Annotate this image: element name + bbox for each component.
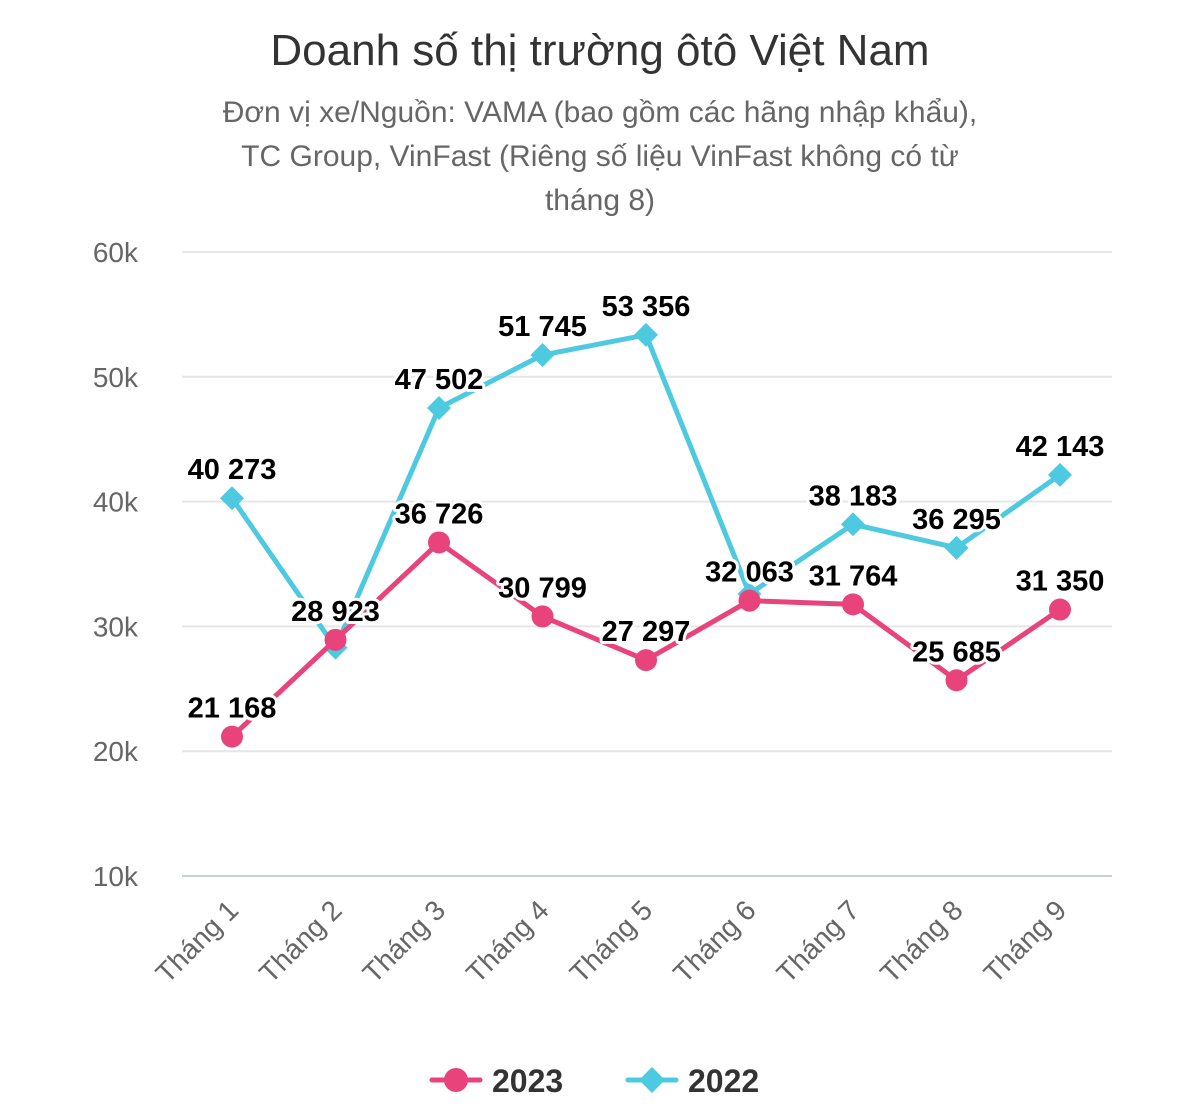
x-axis: Tháng 1 Tháng 2 Tháng 3 Tháng 4 Tháng 5 Tháng… bbox=[150, 894, 1073, 989]
chart-subtitle-line-2: TC Group, VinFast (Riêng số liệu VinFast… bbox=[241, 140, 959, 173]
data-label: 51 745 bbox=[498, 311, 587, 343]
x-tick-label: Tháng 2 bbox=[253, 894, 348, 989]
data-label: 38 183 bbox=[809, 480, 898, 512]
x-tick-label: Tháng 9 bbox=[978, 894, 1073, 989]
data-label: 53 356 bbox=[602, 291, 691, 323]
series-layer bbox=[220, 322, 1072, 748]
data-point[interactable] bbox=[324, 628, 347, 651]
data-point[interactable] bbox=[221, 725, 243, 748]
data-point[interactable] bbox=[1049, 598, 1071, 621]
data-label: 25 685 bbox=[912, 636, 1001, 668]
data-label: 28 923 bbox=[291, 596, 380, 628]
grid-layer bbox=[182, 251, 1112, 877]
data-label: 30 799 bbox=[498, 572, 587, 604]
data-point[interactable] bbox=[944, 535, 969, 560]
data-point[interactable] bbox=[842, 593, 864, 616]
x-tick-label: Tháng 1 bbox=[150, 894, 245, 989]
data-point[interactable] bbox=[841, 512, 865, 537]
data-point[interactable] bbox=[738, 589, 761, 612]
data-label: 32 063 bbox=[705, 557, 794, 589]
chart-title: Doanh số thị trường ôtô Việt Nam bbox=[270, 26, 929, 75]
data-label: 31 764 bbox=[809, 560, 898, 592]
data-point[interactable] bbox=[428, 531, 450, 554]
legend-item-2022[interactable]: 2022 bbox=[625, 1063, 759, 1099]
data-point[interactable] bbox=[531, 605, 554, 628]
data-point[interactable] bbox=[635, 649, 657, 672]
legend-label: 2023 bbox=[492, 1063, 563, 1099]
data-label: 36 726 bbox=[395, 498, 484, 530]
legend-label: 2022 bbox=[688, 1063, 759, 1099]
y-tick-label: 10k bbox=[93, 861, 139, 892]
data-point[interactable] bbox=[1048, 462, 1072, 487]
data-label: 47 502 bbox=[395, 364, 484, 396]
data-point[interactable] bbox=[220, 486, 244, 511]
data-point[interactable] bbox=[945, 669, 968, 692]
data-label: 21 168 bbox=[188, 693, 277, 725]
y-tick-label: 30k bbox=[93, 611, 139, 642]
data-label-layer: 40 273 47 502 51 745 53 356 38 183 36 295 42 1… bbox=[185, 288, 1108, 728]
data-point[interactable] bbox=[530, 343, 555, 368]
data-label: 31 350 bbox=[1016, 566, 1105, 598]
y-tick-label: 20k bbox=[93, 736, 139, 767]
data-label: 40 273 bbox=[188, 454, 277, 486]
data-point[interactable] bbox=[634, 322, 658, 347]
legend-item-2023[interactable]: 2023 bbox=[429, 1063, 563, 1099]
legend[interactable]: 2023 2022 bbox=[429, 1063, 759, 1099]
x-tick-label: Tháng 6 bbox=[667, 894, 762, 989]
series-2022 bbox=[220, 322, 1072, 660]
x-tick-label: Tháng 8 bbox=[874, 894, 969, 989]
series-2023 bbox=[221, 531, 1071, 748]
chart-subtitle-line-1: Đơn vị xe/Nguồn: VAMA (bao gồm các hãng … bbox=[223, 96, 978, 129]
data-label: 36 295 bbox=[912, 504, 1001, 536]
legend-marker bbox=[639, 1067, 665, 1093]
x-tick-label: Tháng 4 bbox=[460, 894, 555, 989]
data-label: 27 297 bbox=[602, 616, 691, 648]
data-point[interactable] bbox=[427, 395, 451, 420]
legend-marker bbox=[444, 1068, 468, 1092]
x-tick-label: Tháng 7 bbox=[771, 894, 866, 989]
y-axis: 10k 20k 30k 40k 50k 60k bbox=[93, 237, 139, 892]
chart-subtitle-line-3: tháng 8) bbox=[545, 184, 655, 217]
y-tick-label: 40k bbox=[93, 487, 139, 518]
x-tick-label: Tháng 5 bbox=[564, 894, 659, 989]
y-tick-label: 50k bbox=[93, 362, 139, 393]
y-tick-label: 60k bbox=[93, 237, 139, 268]
data-label: 42 143 bbox=[1016, 431, 1105, 463]
x-tick-label: Tháng 3 bbox=[357, 894, 452, 989]
